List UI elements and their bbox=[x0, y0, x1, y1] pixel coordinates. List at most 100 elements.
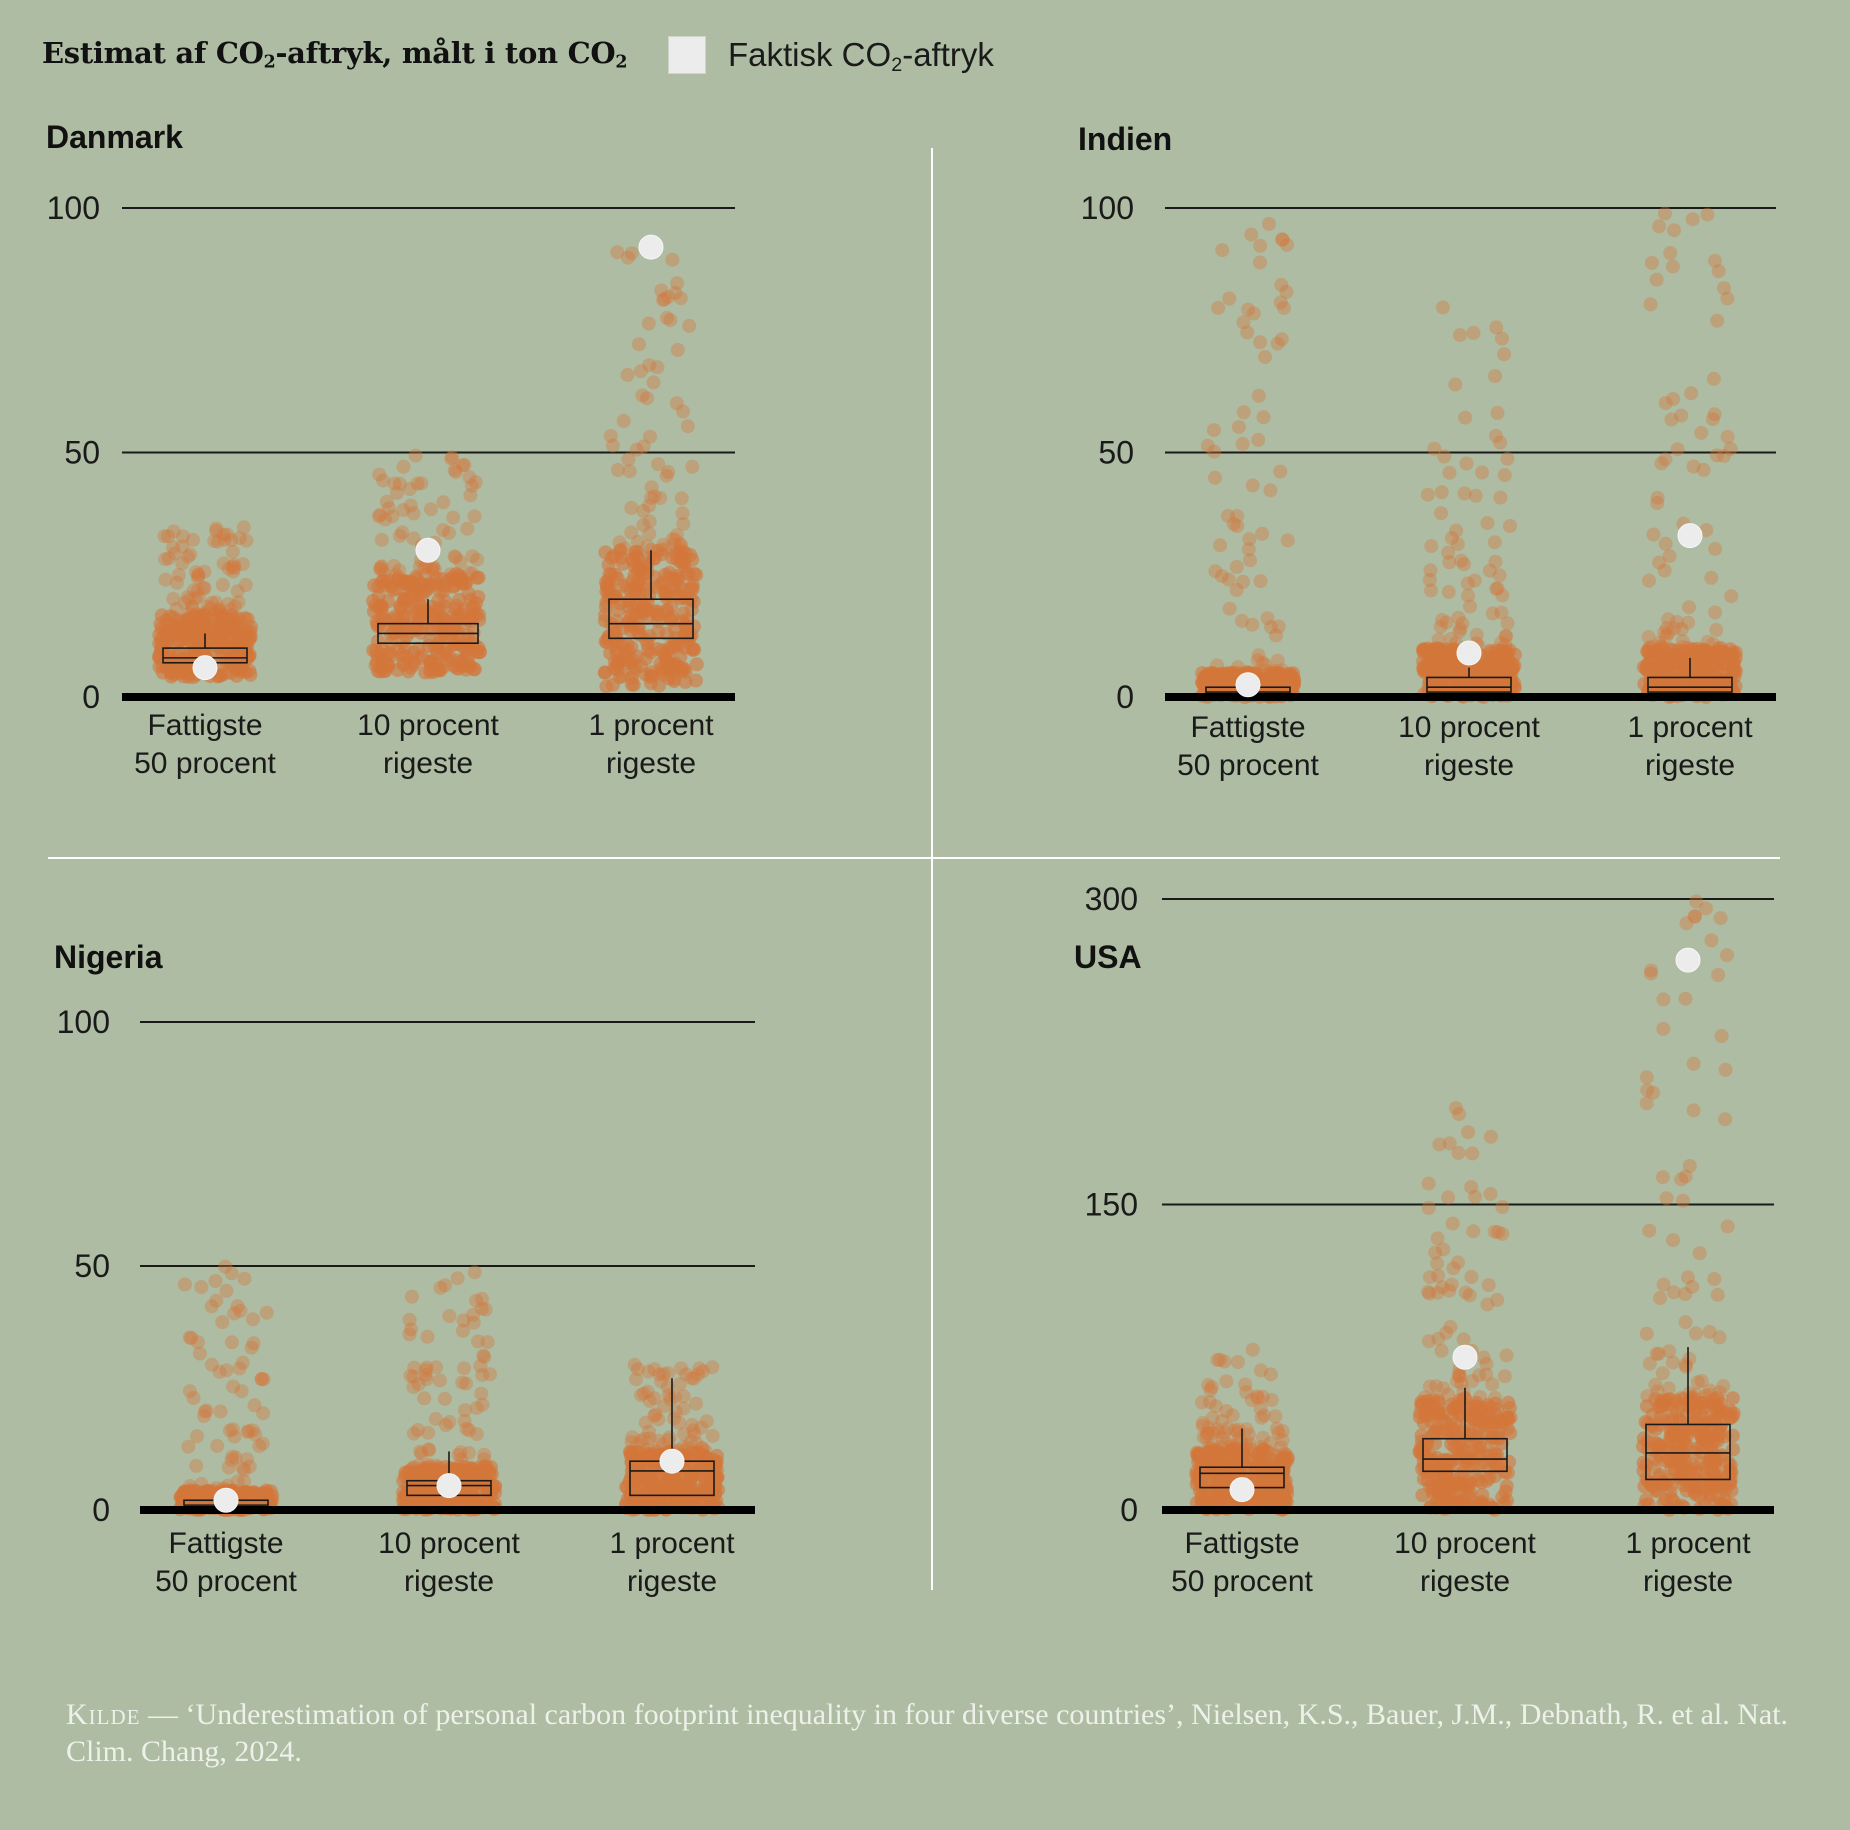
data-point bbox=[419, 559, 434, 574]
data-point bbox=[474, 1301, 489, 1316]
data-point bbox=[625, 1430, 640, 1445]
data-point bbox=[225, 544, 240, 559]
data-point bbox=[1650, 490, 1665, 505]
data-point bbox=[1492, 568, 1507, 583]
data-point bbox=[646, 375, 661, 390]
data-point bbox=[1421, 1334, 1436, 1349]
data-point bbox=[642, 358, 657, 373]
data-point bbox=[235, 1461, 250, 1476]
y-tick-label: 50 bbox=[74, 1248, 110, 1284]
data-point bbox=[1214, 1439, 1229, 1454]
data-point bbox=[1273, 295, 1288, 310]
data-point bbox=[211, 608, 226, 622]
data-point bbox=[642, 498, 657, 513]
data-point bbox=[638, 1444, 653, 1459]
data-point bbox=[627, 568, 642, 583]
data-point bbox=[689, 1436, 704, 1451]
data-point bbox=[1264, 1393, 1279, 1407]
data-point bbox=[1245, 1342, 1260, 1357]
data-point bbox=[1256, 1408, 1271, 1423]
data-point bbox=[475, 1397, 490, 1412]
data-point bbox=[373, 562, 388, 577]
data-point bbox=[1717, 281, 1731, 296]
data-point bbox=[1430, 1256, 1445, 1271]
data-point bbox=[1258, 663, 1273, 678]
data-point bbox=[410, 476, 425, 491]
data-point bbox=[1700, 652, 1715, 666]
data-point bbox=[1250, 1391, 1265, 1405]
data-point bbox=[1441, 1387, 1456, 1402]
data-point bbox=[1253, 1363, 1268, 1378]
data-point bbox=[242, 663, 257, 678]
data-point bbox=[705, 1360, 720, 1375]
data-point bbox=[215, 1315, 230, 1330]
data-point bbox=[216, 527, 231, 542]
data-point bbox=[458, 1403, 472, 1418]
data-point bbox=[1231, 660, 1245, 675]
category-label: Fattigste bbox=[1190, 711, 1305, 744]
data-point bbox=[225, 1449, 240, 1464]
data-point bbox=[399, 629, 414, 644]
data-point bbox=[1439, 1325, 1454, 1340]
data-point bbox=[234, 1384, 249, 1399]
data-point bbox=[632, 627, 647, 642]
data-point bbox=[1456, 557, 1471, 572]
data-point bbox=[1262, 216, 1276, 231]
data-point bbox=[396, 459, 411, 474]
data-point bbox=[1271, 1426, 1286, 1440]
data-point bbox=[436, 523, 451, 538]
data-point bbox=[1230, 1355, 1245, 1369]
data-point bbox=[244, 1340, 259, 1355]
data-point bbox=[661, 464, 676, 479]
data-point bbox=[212, 601, 226, 616]
data-point bbox=[651, 1412, 666, 1427]
data-point bbox=[654, 283, 669, 298]
data-point bbox=[668, 1475, 683, 1490]
data-point bbox=[1656, 992, 1671, 1007]
data-point bbox=[475, 1368, 490, 1382]
chart-title: Estimat af CO2-aftryk, målt i ton CO2 bbox=[42, 36, 628, 73]
data-point bbox=[1495, 588, 1510, 603]
data-point bbox=[630, 1362, 645, 1377]
data-point bbox=[1497, 347, 1512, 362]
data-point bbox=[1654, 639, 1669, 654]
data-point bbox=[1498, 629, 1513, 644]
data-point bbox=[192, 1346, 207, 1361]
actual-marker bbox=[1677, 523, 1703, 549]
data-point bbox=[1206, 1425, 1221, 1440]
data-point bbox=[212, 603, 227, 618]
data-point bbox=[1239, 1385, 1254, 1400]
data-point bbox=[1642, 573, 1656, 588]
data-point bbox=[1250, 1389, 1265, 1404]
data-point bbox=[200, 599, 215, 614]
data-point bbox=[191, 568, 206, 583]
data-point bbox=[1720, 948, 1734, 963]
data-point bbox=[420, 1329, 435, 1344]
data-point bbox=[1218, 1468, 1233, 1482]
data-point bbox=[1211, 1425, 1226, 1440]
data-point bbox=[630, 534, 645, 549]
data-point bbox=[597, 665, 612, 680]
data-point bbox=[233, 633, 248, 648]
data-point bbox=[624, 1470, 638, 1485]
data-point bbox=[606, 677, 620, 692]
data-point bbox=[1498, 629, 1513, 643]
data-point bbox=[235, 557, 250, 572]
data-point bbox=[477, 1452, 492, 1467]
data-point bbox=[689, 657, 704, 672]
data-point bbox=[1708, 541, 1723, 556]
data-point bbox=[607, 548, 622, 563]
data-point bbox=[1713, 911, 1728, 926]
data-point bbox=[1684, 386, 1699, 401]
data-point bbox=[237, 1271, 252, 1286]
data-point bbox=[391, 571, 406, 586]
data-point bbox=[662, 1430, 677, 1445]
data-point bbox=[429, 1458, 444, 1473]
data-point bbox=[684, 628, 699, 643]
panel-usa: USA 0 150 300 Fattigste 50 procent 10 procent r… bbox=[1074, 881, 1774, 1598]
data-point bbox=[421, 1442, 436, 1457]
data-point bbox=[195, 624, 210, 639]
data-point bbox=[1201, 1440, 1216, 1455]
data-point bbox=[624, 677, 639, 692]
data-point bbox=[1449, 1101, 1463, 1116]
